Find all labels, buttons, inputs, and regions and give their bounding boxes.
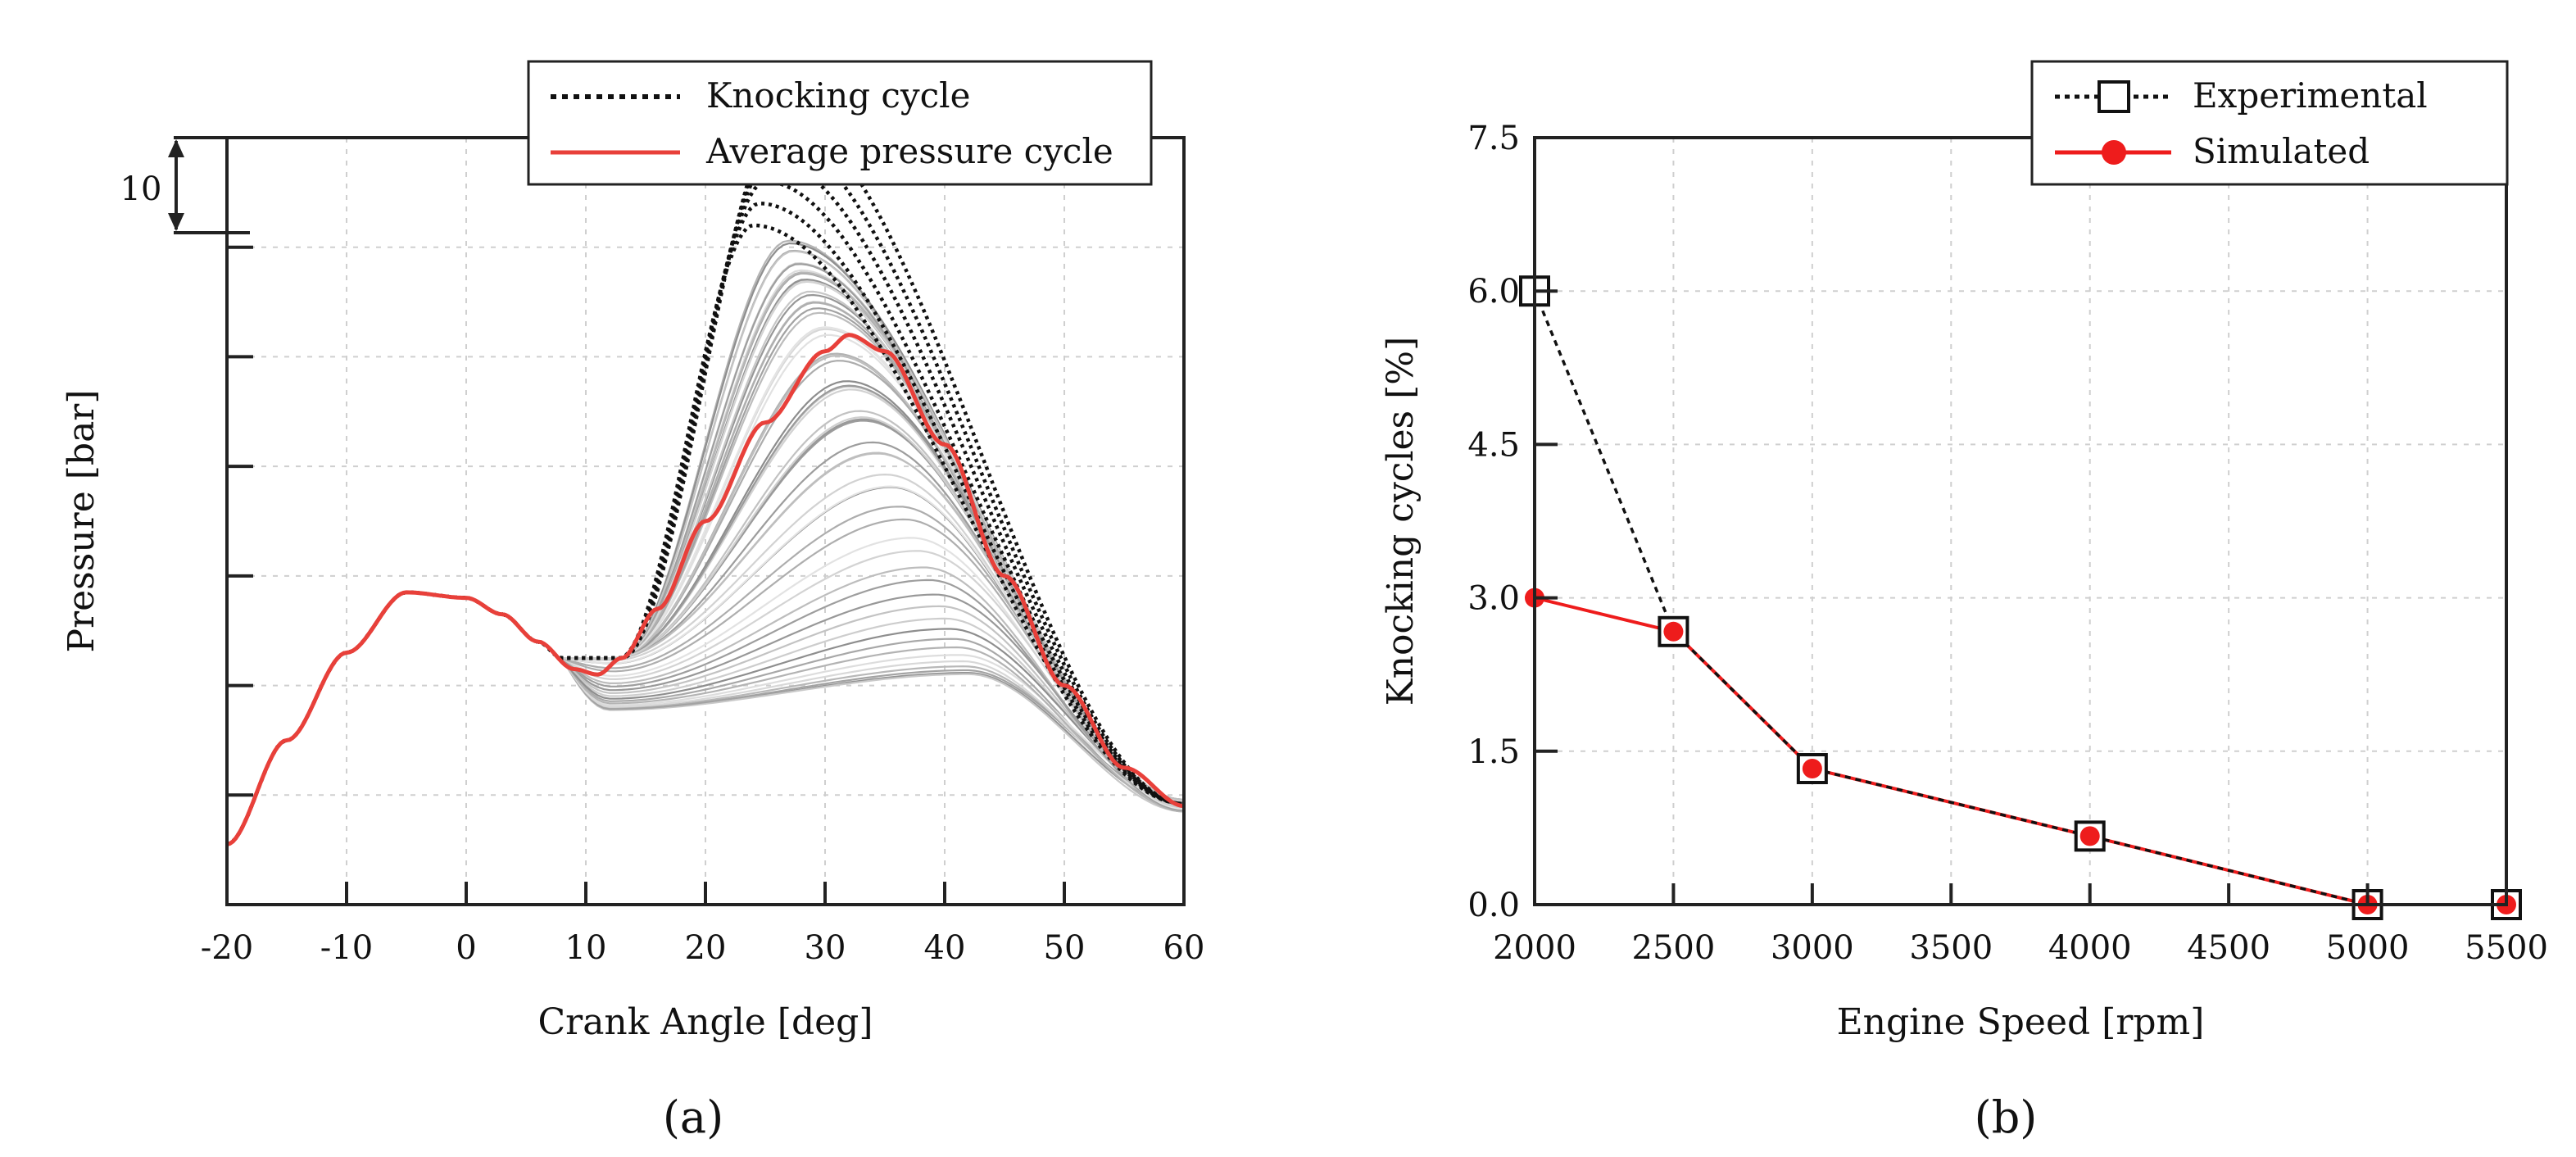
a-x-tick-label: -10 <box>320 929 373 967</box>
a-scale-bar-label: 10 <box>120 170 162 208</box>
b-y-ticks: 0.0 1.5 3.0 4.5 6.0 7.5 <box>1467 120 1558 924</box>
a-y-ticks <box>227 136 253 797</box>
a-x-tick-label: 20 <box>685 929 727 967</box>
a-legend: Knocking cycle Average pressure cycle <box>527 60 1153 186</box>
a-knocking-cycle-line <box>226 114 1182 846</box>
b-y-tick-label: 7.5 <box>1467 120 1520 157</box>
b-simulated-point <box>1663 621 1684 642</box>
a-average-pressure-line <box>226 333 1185 846</box>
b-y-tick-label: 0.0 <box>1467 887 1520 924</box>
b-simulated-point <box>1802 759 1822 779</box>
b-experimental-line <box>1533 290 2506 906</box>
a-x-tick-label: 30 <box>805 929 846 967</box>
a-knocking-cycles <box>226 114 1182 846</box>
a-x-tick-label: 40 <box>924 929 966 967</box>
b-legend: Experimental Simulated <box>2030 60 2509 186</box>
b-x-tick-label: 4500 <box>2187 929 2270 967</box>
b-y-tick-label: 4.5 <box>1467 426 1520 464</box>
a-scale-bar: 10 <box>120 136 250 234</box>
a-cycle-line <box>226 302 1185 846</box>
b-y-tick-label: 6.0 <box>1467 273 1520 311</box>
a-x-tick-label: 60 <box>1163 929 1205 967</box>
b-legend-experimental-marker <box>2098 80 2130 113</box>
a-y-axis-label: Pressure [bar] <box>61 390 102 653</box>
b-x-axis-label: Engine Speed [rpm] <box>1837 1001 2205 1043</box>
b-x-ticks: 2000 2500 3000 3500 4000 4500 5000 5500 <box>1493 883 2548 967</box>
b-y-tick-label: 1.5 <box>1467 733 1520 771</box>
b-x-tick-label: 2500 <box>1632 929 1716 967</box>
b-legend-simulated-marker <box>2102 140 2126 165</box>
b-subfigure-label: (b) <box>1975 1091 2038 1143</box>
b-plot-frame <box>1533 136 2508 906</box>
a-knocking-cycle-line <box>226 202 1182 846</box>
a-legend-average-label: Average pressure cycle <box>705 131 1113 171</box>
a-legend-knocking-label: Knocking cycle <box>706 75 970 116</box>
a-x-axis-label: Crank Angle [deg] <box>538 1001 873 1043</box>
a-x-tick-label: -20 <box>201 929 253 967</box>
chart-a: -20 -10 0 10 20 30 40 50 60 10 Knocking cycle Av… <box>61 60 1205 1143</box>
b-simulated-point <box>2079 826 2100 846</box>
b-legend-experimental-label: Experimental <box>2193 75 2428 116</box>
a-x-tick-label: 10 <box>565 929 607 967</box>
b-y-axis-label: Knocking cycles [%] <box>1380 337 1422 706</box>
b-x-tick-label: 2000 <box>1493 929 1576 967</box>
b-x-tick-label: 3500 <box>1909 929 1993 967</box>
b-x-tick-label: 5000 <box>2326 929 2410 967</box>
a-x-tick-label: 50 <box>1044 929 1086 967</box>
chart-b: 0.0 1.5 3.0 4.5 6.0 7.5 2000 2500 3000 3500 4000 4… <box>1380 60 2548 1143</box>
a-x-ticks: -20 -10 0 10 20 30 40 50 60 <box>201 882 1205 967</box>
a-subfigure-label: (a) <box>663 1091 723 1143</box>
b-y-tick-label: 3.0 <box>1467 580 1520 618</box>
a-x-tick-label: 0 <box>456 929 476 967</box>
b-grid <box>1535 138 2506 905</box>
b-x-tick-label: 4000 <box>2048 929 2132 967</box>
b-x-tick-label: 5500 <box>2465 929 2548 967</box>
b-x-tick-label: 3000 <box>1771 929 1854 967</box>
b-legend-simulated-label: Simulated <box>2193 131 2370 171</box>
